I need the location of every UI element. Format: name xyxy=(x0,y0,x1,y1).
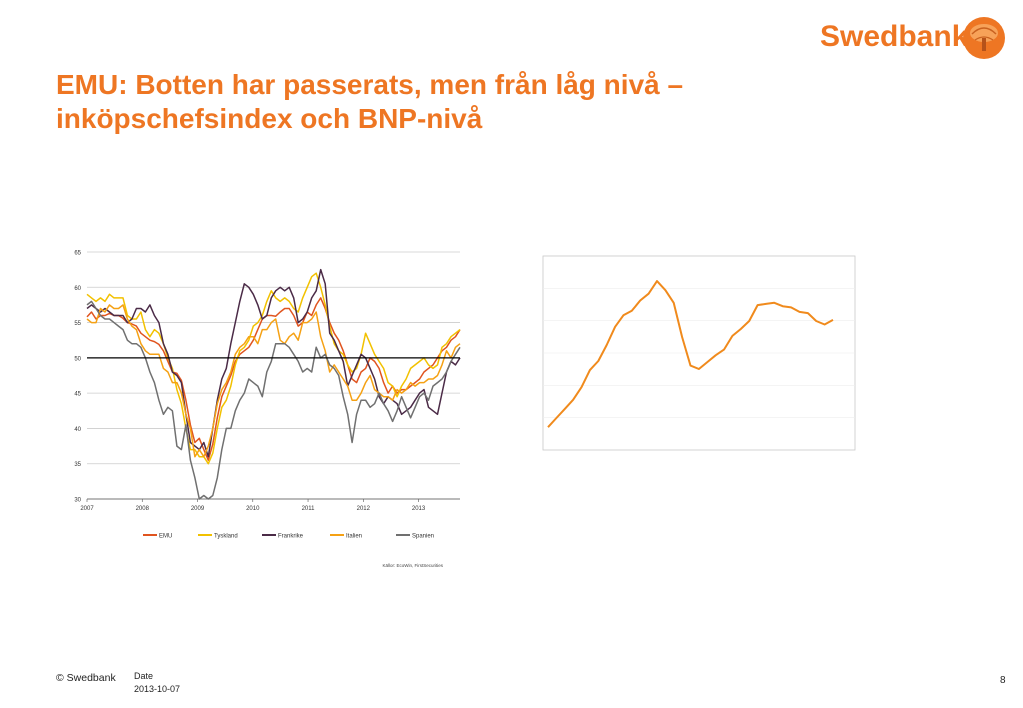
oak-tree-logo-icon xyxy=(963,17,1005,59)
footer-copyright: © Swedbank xyxy=(56,672,116,684)
y-tick-label: 50 xyxy=(74,356,81,362)
legend-label: Frankrike xyxy=(278,534,304,540)
legend-label: Italien xyxy=(346,534,362,540)
x-tick-label: 2008 xyxy=(136,506,150,512)
source-note: Källor: EcoWin, FirstSecurities xyxy=(382,563,443,568)
gdp-level-line-chart xyxy=(542,255,856,451)
series-line-italien xyxy=(86,304,461,458)
logo-wordmark: Swedbank xyxy=(820,20,969,53)
footer-date: 2013-10-07 xyxy=(134,684,181,694)
series-line-emu xyxy=(86,297,461,461)
x-tick-label: 2010 xyxy=(246,506,260,512)
x-tick-label: 2012 xyxy=(357,506,371,512)
page-number: 8 xyxy=(1000,675,1006,686)
slide-title: EMU: Botten har passerats, men från låg … xyxy=(56,68,876,136)
y-tick-label: 40 xyxy=(74,427,81,433)
slide-title-line-2: inköpschefsindex och BNP-nivå xyxy=(56,103,483,134)
y-tick-label: 65 xyxy=(74,251,81,257)
y-tick-label: 55 xyxy=(74,321,81,327)
x-tick-label: 2007 xyxy=(80,506,94,512)
swedbank-logo: Swedbank xyxy=(820,16,1010,60)
y-tick-label: 30 xyxy=(74,498,81,504)
legend-label: Spanien xyxy=(412,534,434,540)
y-tick-label: 45 xyxy=(74,392,81,398)
x-tick-label: 2009 xyxy=(191,506,205,512)
pmi-line-chart: 30 35 40 45 50 55 60 65 2007 2008 2009 2010 2011 2012… xyxy=(74,251,461,568)
series-line-frankrike xyxy=(86,268,461,458)
y-tick-label: 35 xyxy=(74,462,81,468)
x-tick-label: 2011 xyxy=(302,506,316,512)
series-line-spanien xyxy=(86,300,461,500)
legend-label: EMU xyxy=(159,534,172,540)
series-line-tyskland xyxy=(86,272,461,465)
gdp-series-line xyxy=(547,280,834,428)
footer-date-label: Date xyxy=(134,671,154,681)
legend-label: Tyskland xyxy=(214,534,238,540)
x-tick-label: 2013 xyxy=(412,506,426,512)
slide-title-line-1: EMU: Botten har passerats, men från låg … xyxy=(56,69,684,100)
y-tick-label: 60 xyxy=(74,286,81,292)
